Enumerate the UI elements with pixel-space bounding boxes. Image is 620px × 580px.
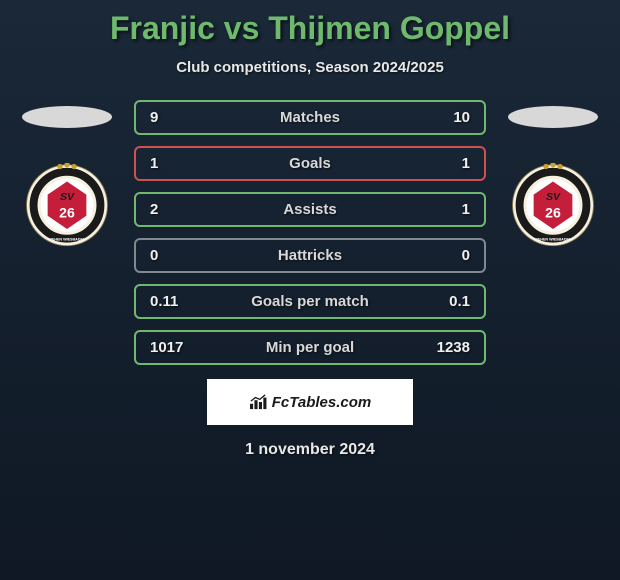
stat-left-value: 1 — [150, 155, 190, 172]
stat-left-value: 2 — [150, 201, 190, 218]
footer-brand-text: FcTables.com — [272, 394, 371, 411]
stat-right-value: 0 — [430, 247, 470, 264]
stat-row: 0Hattricks0 — [134, 238, 486, 273]
svg-text:WEHEN WIESBADEN: WEHEN WIESBADEN — [48, 237, 86, 241]
subtitle: Club competitions, Season 2024/2025 — [0, 59, 620, 76]
stat-label: Min per goal — [190, 339, 430, 356]
svg-text:26: 26 — [59, 205, 75, 221]
stat-right-value: 1 — [430, 201, 470, 218]
chart-icon — [249, 394, 267, 410]
svg-text:WEHEN WIESBADEN: WEHEN WIESBADEN — [534, 237, 572, 241]
stat-label: Assists — [190, 201, 430, 218]
stat-label: Goals per match — [190, 293, 430, 310]
stat-right-value: 1 — [430, 155, 470, 172]
player-right-club-logo: SV 26 WEHEN WIESBADEN — [507, 163, 599, 251]
stat-row: 2Assists1 — [134, 192, 486, 227]
stat-label: Goals — [190, 155, 430, 172]
stat-left-value: 0.11 — [150, 293, 190, 310]
stat-left-value: 1017 — [150, 339, 190, 356]
player-left-avatar — [22, 106, 112, 128]
player-right-avatar — [508, 106, 598, 128]
stat-row: 0.11Goals per match0.1 — [134, 284, 486, 319]
stat-row: 9Matches10 — [134, 100, 486, 135]
stat-left-value: 0 — [150, 247, 190, 264]
stat-right-value: 1238 — [430, 339, 470, 356]
comparison-panel: SV 26 WEHEN WIESBADEN 9Matches101Goals12… — [0, 100, 620, 365]
stat-label: Hattricks — [190, 247, 430, 264]
stat-row: 1017Min per goal1238 — [134, 330, 486, 365]
player-left-club-logo: SV 26 WEHEN WIESBADEN — [21, 163, 113, 251]
svg-text:SV: SV — [60, 191, 75, 203]
stat-label: Matches — [190, 109, 430, 126]
stat-row: 1Goals1 — [134, 146, 486, 181]
stat-right-value: 10 — [430, 109, 470, 126]
date-text: 1 november 2024 — [0, 441, 620, 459]
stat-left-value: 9 — [150, 109, 190, 126]
player-right-column: SV 26 WEHEN WIESBADEN — [498, 100, 608, 251]
stat-right-value: 0.1 — [430, 293, 470, 310]
page-title: Franjic vs Thijmen Goppel — [0, 0, 620, 47]
svg-text:26: 26 — [545, 205, 561, 221]
footer-brand-box: FcTables.com — [207, 379, 413, 425]
stats-column: 9Matches101Goals12Assists10Hattricks00.1… — [134, 100, 486, 365]
player-left-column: SV 26 WEHEN WIESBADEN — [12, 100, 122, 251]
svg-text:SV: SV — [546, 191, 561, 203]
